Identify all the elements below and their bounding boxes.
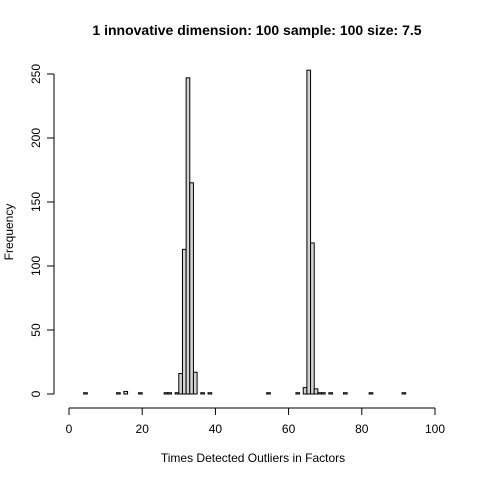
- histogram-bar: [313, 388, 319, 395]
- histogram-bar: [185, 77, 191, 395]
- y-tick-label: 250: [29, 64, 43, 84]
- y-axis-label: Frequency: [2, 204, 16, 261]
- x-tick-label: 20: [136, 422, 150, 436]
- histogram-bars: [83, 69, 407, 395]
- histogram-bar: [200, 392, 205, 395]
- histogram-bar: [207, 392, 213, 395]
- histogram-bar: [83, 392, 88, 395]
- x-axis: 0 20 40 60 80 100: [66, 407, 445, 436]
- y-tick-label: 50: [29, 323, 43, 337]
- histogram-bar: [401, 392, 407, 395]
- x-tick-label: 40: [209, 422, 223, 436]
- y-tick-label: 0: [29, 390, 43, 397]
- histogram-bar: [123, 390, 129, 395]
- x-tick-label: 60: [282, 422, 296, 436]
- histogram-bar: [189, 182, 194, 395]
- y-tick-label: 100: [29, 256, 43, 276]
- histogram-bar: [163, 392, 169, 395]
- histogram-bar: [302, 387, 308, 395]
- chart-title: 1 innovative dimension: 100 sample: 100 …: [92, 22, 421, 38]
- histogram-bar: [174, 392, 180, 395]
- x-tick-label: 0: [66, 422, 73, 436]
- y-tick-label: 200: [29, 128, 43, 148]
- histogram-bar: [116, 392, 121, 395]
- histogram-bar: [306, 69, 312, 395]
- histogram-bar: [321, 392, 326, 395]
- histogram-bar: [266, 392, 271, 395]
- y-axis: 0 50 100 150 200 250: [29, 64, 55, 397]
- x-axis-label: Times Detected Outliers in Factors: [161, 451, 345, 465]
- histogram-bar: [343, 392, 348, 395]
- histogram-bar: [167, 392, 172, 395]
- histogram-bar: [328, 392, 334, 395]
- histogram-bar: [138, 392, 143, 395]
- histogram-bar: [295, 392, 301, 395]
- histogram-bar: [192, 371, 198, 395]
- histogram-bar: [310, 242, 315, 395]
- x-tick-label: 80: [355, 422, 369, 436]
- x-tick-label: 100: [425, 422, 445, 436]
- histogram-bar: [317, 392, 323, 395]
- y-tick-label: 150: [29, 192, 43, 212]
- histogram-bar: [181, 248, 187, 395]
- histogram-bar: [368, 392, 374, 395]
- histogram-bar: [178, 373, 183, 395]
